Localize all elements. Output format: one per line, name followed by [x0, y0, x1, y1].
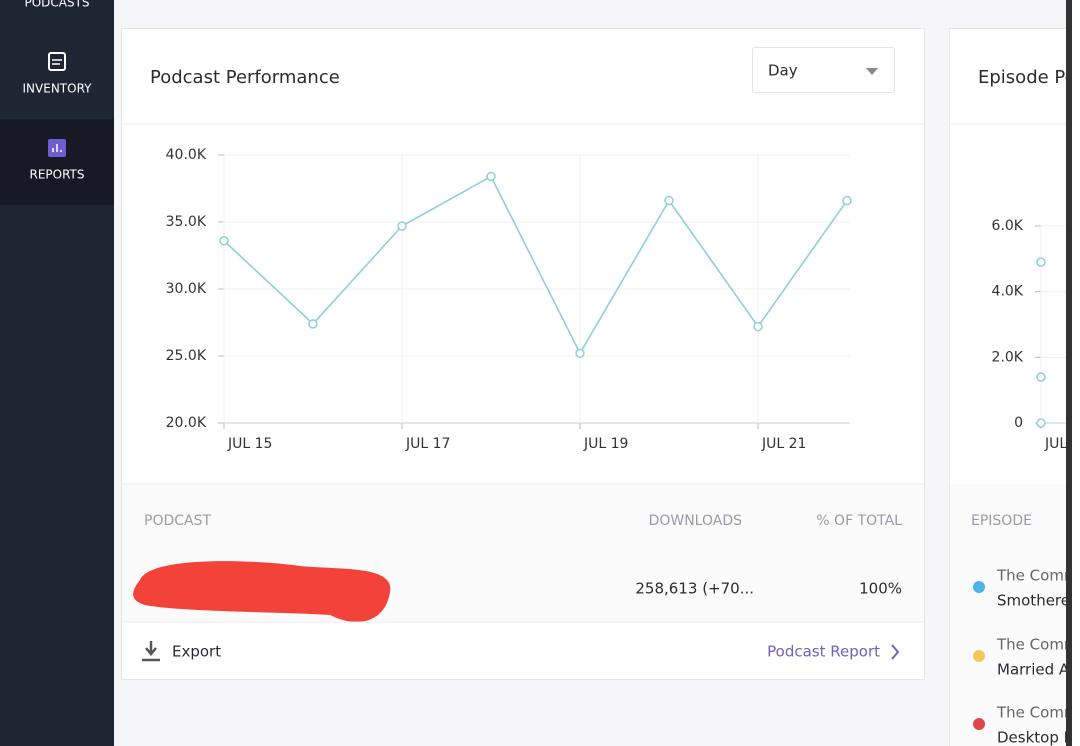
- edge: [1072, 0, 1080, 746]
- dropdown-caret: [866, 68, 878, 75]
- x-tick-label: JUL: [1044, 436, 1067, 452]
- export[interactable]: Export: [172, 643, 221, 661]
- card-title: Episode Pe: [978, 67, 1076, 88]
- legend-dot: [973, 650, 985, 662]
- sidebar-active: [0, 119, 114, 205]
- nav-inventory[interactable]: INVENTORY: [23, 82, 93, 96]
- y-tick-label: 30.0K: [166, 281, 207, 297]
- y-tick-label: 2.0K: [992, 349, 1024, 365]
- nav-reports[interactable]: REPORTS: [29, 168, 84, 182]
- episode-title: Desktop N: [997, 729, 1075, 746]
- col-header: DOWNLOADS: [649, 513, 743, 529]
- point: [753, 321, 763, 332]
- series-line: [223, 175, 848, 355]
- point: [575, 348, 585, 359]
- legend-dot: [973, 718, 985, 730]
- export-icon: [142, 641, 160, 662]
- report-link[interactable]: Podcast Report: [767, 643, 880, 661]
- point: [486, 171, 496, 182]
- sidebar: [0, 0, 114, 746]
- y-tick-label: 4.0K: [992, 284, 1024, 300]
- nav-podcasts[interactable]: PODCASTS: [24, 0, 89, 10]
- col-header: PODCAST: [144, 513, 211, 529]
- episode-title: Smothere: [997, 592, 1070, 610]
- downloads: 258,613 (+70...: [635, 580, 754, 598]
- y-tick-label: 6.0K: [992, 218, 1024, 234]
- point: [664, 195, 674, 206]
- point: [308, 319, 318, 329]
- point: [842, 195, 852, 206]
- y-tick-label: 25.0K: [166, 348, 207, 364]
- point: [219, 236, 229, 246]
- x-tick-label: JUL 15: [227, 436, 272, 452]
- episode-show: The Comn: [996, 704, 1073, 722]
- dropdown-value: Day: [768, 62, 798, 80]
- redaction: [133, 561, 391, 622]
- x-tick-label: JUL 21: [761, 436, 806, 452]
- point: [1036, 257, 1046, 267]
- dropdown[interactable]: [752, 47, 895, 93]
- point: [397, 221, 407, 231]
- scrollbar: [1066, 0, 1072, 746]
- inventory-icon: [48, 52, 66, 71]
- col-header: % OF TOTAL: [816, 513, 902, 529]
- y-tick-label: 35.0K: [166, 214, 207, 230]
- episode-show: The Comn: [996, 567, 1073, 585]
- x-tick-label: JUL 19: [583, 436, 628, 452]
- episode-show: The Comn: [996, 636, 1073, 654]
- table-bg: [950, 484, 1066, 746]
- chevron: [891, 644, 900, 660]
- y-tick-label: 40.0K: [166, 147, 207, 163]
- legend-dot: [973, 581, 985, 593]
- point: [1036, 418, 1046, 428]
- percent: 100%: [859, 580, 902, 598]
- y-tick-label: 0: [1014, 415, 1023, 431]
- episode-title: Married A: [997, 661, 1070, 679]
- y-tick-label: 20.0K: [166, 415, 207, 431]
- card-title: Podcast Performance: [150, 67, 340, 88]
- col-header: EPISODE: [971, 513, 1032, 529]
- x-tick-label: JUL 17: [405, 436, 450, 452]
- point: [1036, 372, 1046, 382]
